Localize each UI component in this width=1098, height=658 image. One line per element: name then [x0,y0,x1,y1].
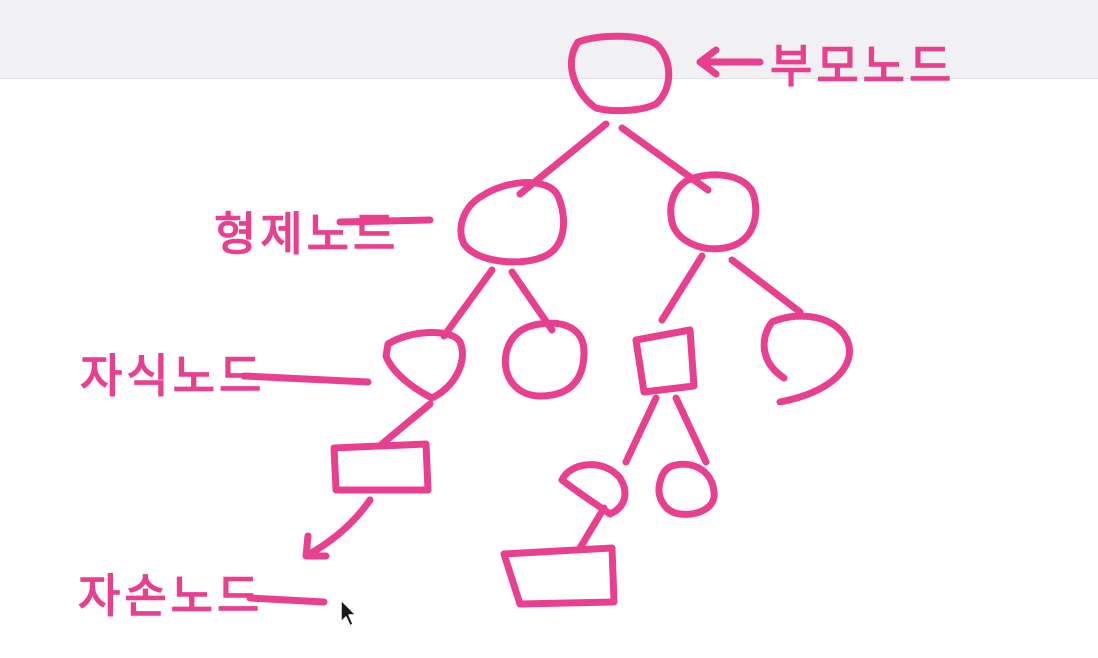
square-left-child-node [558,461,629,518]
descendant-underline [246,594,328,606]
toolbar-band [0,0,1098,79]
left-child-node [457,179,567,266]
edge-square-to-right [672,394,710,466]
mouse-pointer-icon [340,599,357,627]
root-label-arrow [696,46,764,78]
right-leaf-node [760,312,853,406]
bottom-rect-node [500,544,618,608]
edge-square-to-left [622,394,660,466]
sibling-label: 형제노드 [214,207,399,261]
child-label: 자식노드 [80,349,265,403]
sibling-pointer-line [336,216,434,226]
descendant-label: 자손노드 [78,569,263,623]
root-label: 부모노드 [770,39,955,93]
child-node [382,329,466,402]
child-pointer-line [240,372,372,386]
descendant-rect-node [330,440,432,494]
descendant-arrow [302,496,374,560]
square-right-child-node [655,460,718,518]
left-leaf-node [501,319,588,400]
edge-child-to-rect [378,400,434,448]
edge-right-to-square [658,252,706,324]
root-node [567,32,673,115]
edge-left-to-child [440,266,496,340]
right-child-node [667,171,760,253]
right-square-node [632,326,698,396]
edge-right-to-leaf [728,256,804,316]
edge-to-bottom-rect [576,504,608,552]
